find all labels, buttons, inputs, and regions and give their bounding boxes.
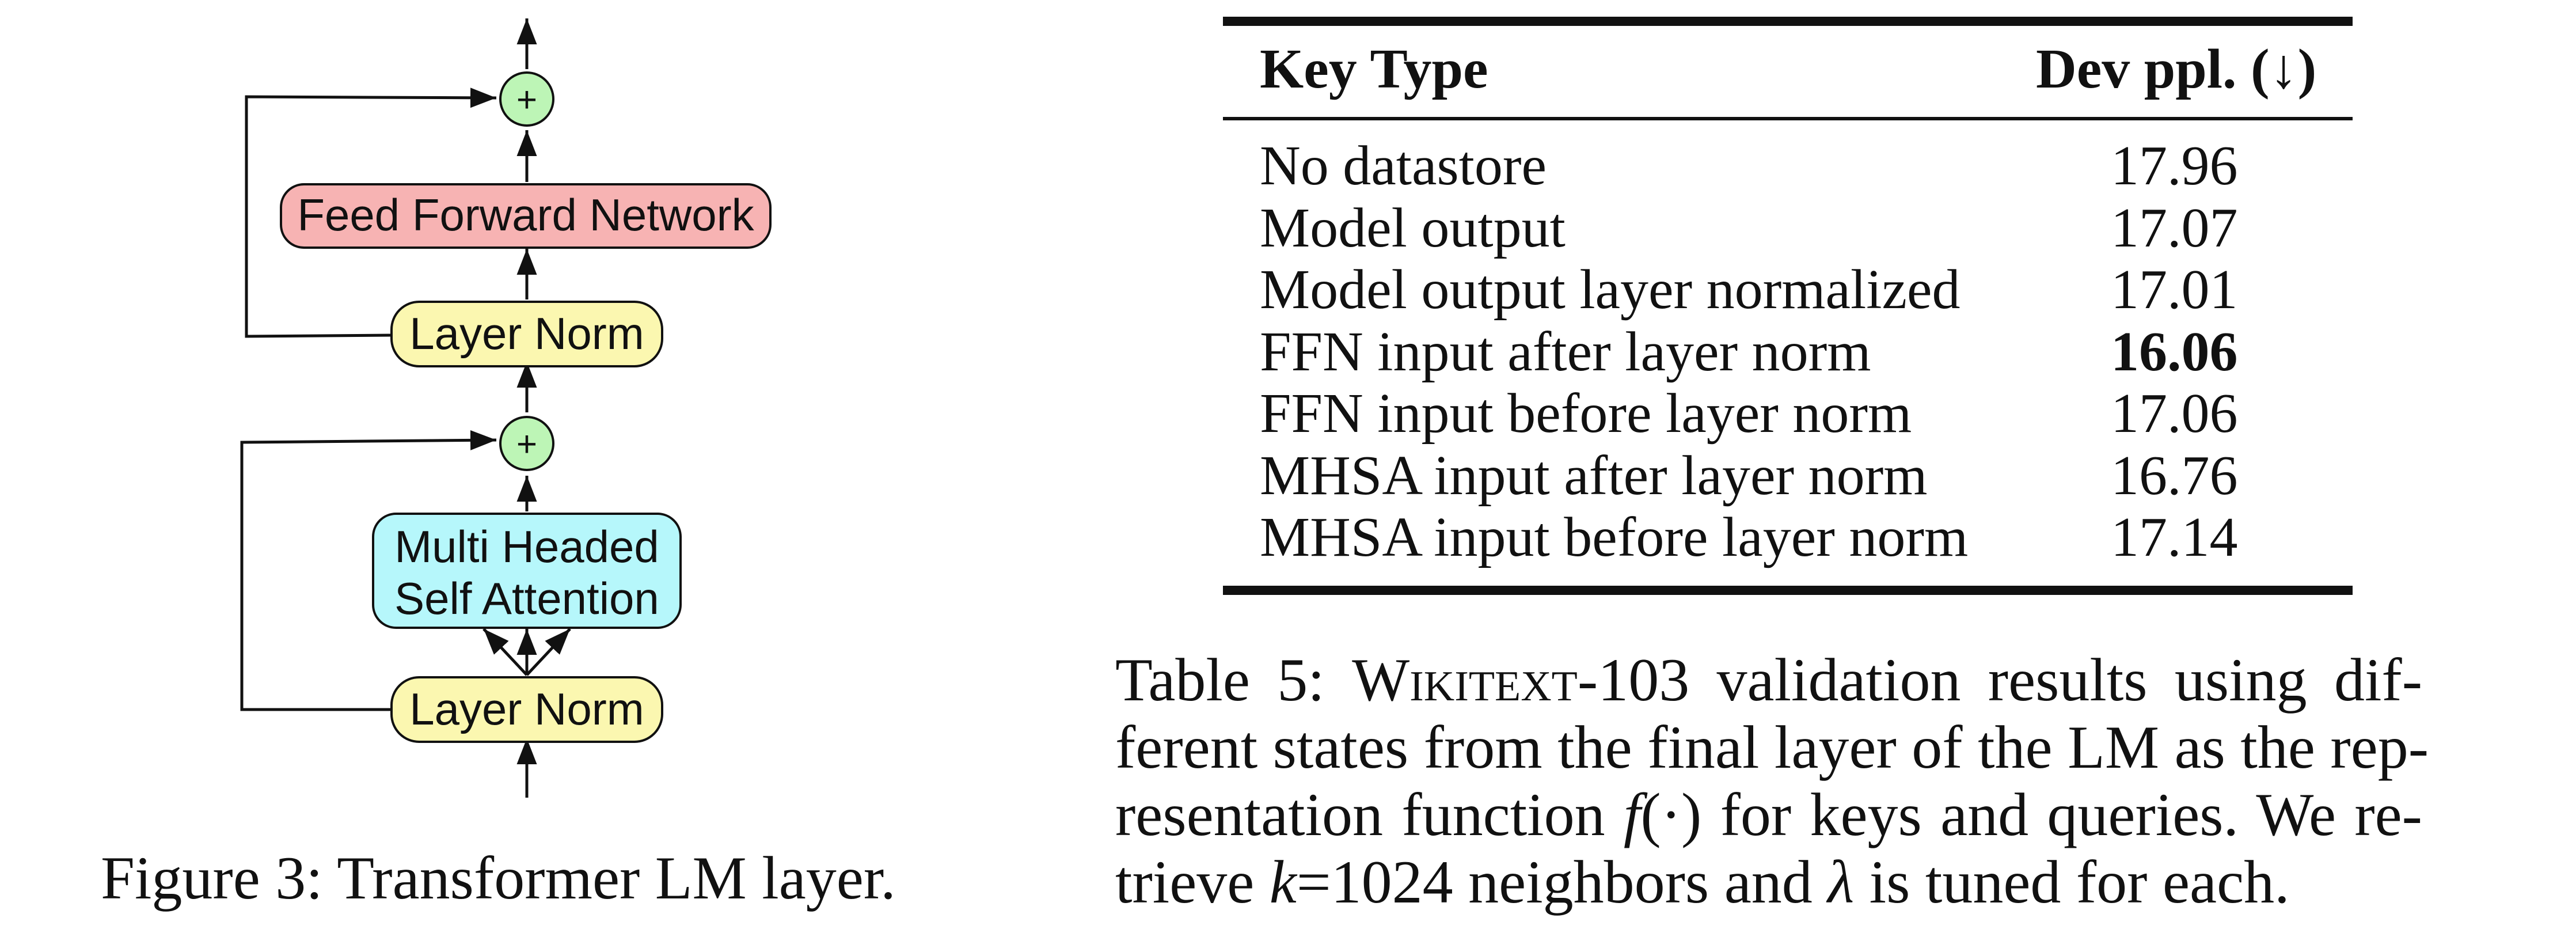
dev-ppl-cell: 17.01 xyxy=(2111,259,2238,321)
caption-text: trieve xyxy=(1115,848,1270,916)
mhsa-box: Multi Headed Self Attention xyxy=(372,513,682,629)
table-header-rule xyxy=(1223,117,2353,120)
caption-label: Table 5: xyxy=(1115,646,1352,714)
ffn-label: Feed Forward Network xyxy=(297,189,754,240)
table-row: No datastore 17.96 xyxy=(0,132,2576,197)
plus-symbol-bottom: + xyxy=(516,424,537,464)
table-row: MHSA input after layer norm 16.76 xyxy=(0,442,2576,507)
table-top-rule xyxy=(1223,17,2353,26)
caption-text: =1024 neighbors and xyxy=(1296,848,1828,916)
key-type-cell: MHSA input after layer norm xyxy=(1260,445,1928,507)
flow-arrows xyxy=(240,18,571,798)
dev-ppl-cell: 16.76 xyxy=(2111,445,2238,507)
table-row: Model output 17.07 xyxy=(0,195,2576,259)
table-bottom-rule xyxy=(1223,586,2353,595)
layer-norm-top-label: Layer Norm xyxy=(409,308,644,359)
key-type-cell: Model output layer normalized xyxy=(1260,259,1961,321)
key-type-cell: No datastore xyxy=(1260,135,1547,197)
caption-text: for keys and queries. We re- xyxy=(1701,781,2422,848)
mhsa-label-line2: Self Attention xyxy=(394,573,659,624)
table-row: FFN input after layer norm 16.06 xyxy=(0,318,2576,383)
table-row: MHSA input before layer norm 17.14 xyxy=(0,504,2576,568)
dataset-name: Wikitext xyxy=(1352,646,1578,714)
figure-caption: Figure 3: Transformer LM layer. xyxy=(101,844,896,912)
layer-norm-bottom-label: Layer Norm xyxy=(409,684,644,734)
key-type-cell: FFN input after layer norm xyxy=(1260,321,1871,383)
residual-add-top: + xyxy=(499,71,554,127)
transformer-layer-diagram: + Feed Forward Network Layer Norm + Mult… xyxy=(240,18,772,798)
caption-line-3: resentation function f(·) for keys and q… xyxy=(1115,781,2422,848)
dev-ppl-cell: 17.96 xyxy=(2111,135,2238,197)
key-type-cell: FFN input before layer norm xyxy=(1260,382,1912,445)
layer-norm-top-box: Layer Norm xyxy=(390,301,663,367)
caption-text: resentation function xyxy=(1115,781,1624,848)
column-header-dev-ppl: Dev ppl. (↓) xyxy=(2036,38,2317,100)
caption-text: is tuned for each. xyxy=(1854,848,2290,916)
dev-ppl-cell-best: 16.06 xyxy=(2111,321,2238,383)
layer-norm-bottom-box: Layer Norm xyxy=(390,676,663,743)
dev-ppl-cell: 17.14 xyxy=(2111,506,2238,568)
key-type-cell: Model output xyxy=(1260,197,1566,259)
caption-line-2: ferent states from the final layer of th… xyxy=(1115,714,2429,781)
caption-text: -103 validation results using dif- xyxy=(1577,646,2423,714)
plus-symbol-top: + xyxy=(516,80,537,120)
table-row: FFN input before layer norm 17.06 xyxy=(0,380,2576,445)
table-row: Model output layer normalized 17.01 xyxy=(0,256,2576,321)
dev-ppl-cell: 17.06 xyxy=(2111,382,2238,445)
table-caption: Table 5: Wikitext-103 validation results… xyxy=(1115,646,2429,916)
dev-ppl-cell: 17.07 xyxy=(2111,197,2238,259)
key-type-cell: MHSA input before layer norm xyxy=(1260,506,1969,568)
function-symbol: f xyxy=(1623,781,1641,848)
column-header-key-type: Key Type xyxy=(1260,38,1488,100)
caption-line-1: Table 5: Wikitext-103 validation results… xyxy=(1115,646,2422,714)
function-arg: (·) xyxy=(1640,781,1702,848)
mhsa-label-line1: Multi Headed xyxy=(394,521,659,572)
lambda-symbol: λ xyxy=(1827,848,1855,916)
ffn-box: Feed Forward Network xyxy=(280,183,772,249)
caption-line-4: trieve k=1024 neighbors and λ is tuned f… xyxy=(1115,848,2422,916)
k-symbol: k xyxy=(1269,848,1297,916)
residual-add-bottom: + xyxy=(499,416,554,471)
